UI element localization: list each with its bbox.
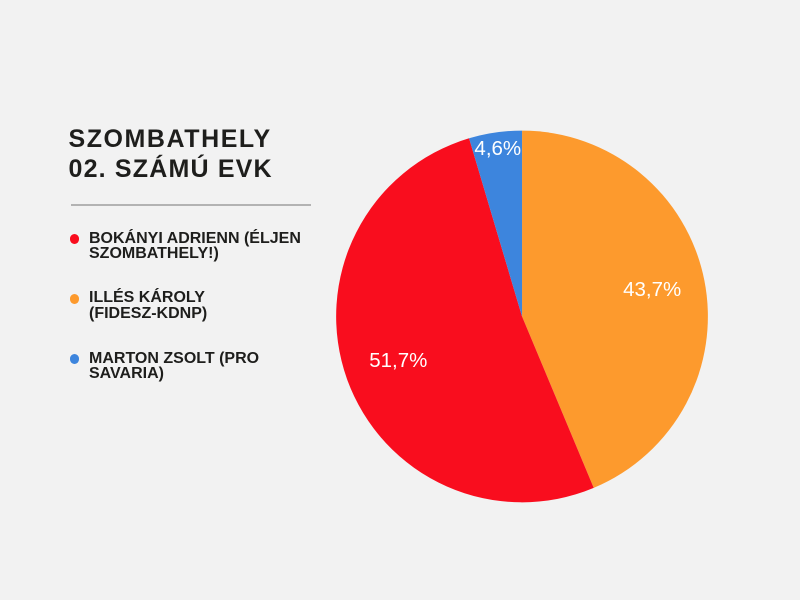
svg-text:4,6%: 4,6% — [474, 137, 521, 160]
svg-text:43,7%: 43,7% — [623, 278, 681, 301]
svg-text:51,7%: 51,7% — [369, 349, 427, 372]
